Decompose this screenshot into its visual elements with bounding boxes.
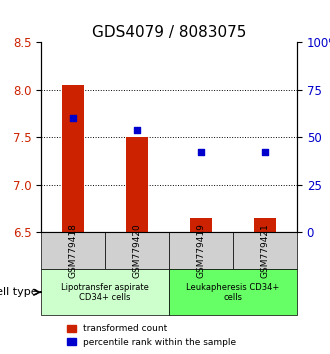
FancyBboxPatch shape bbox=[169, 269, 297, 315]
FancyBboxPatch shape bbox=[169, 232, 233, 269]
Point bbox=[71, 115, 76, 121]
Point bbox=[262, 149, 268, 154]
FancyBboxPatch shape bbox=[41, 269, 169, 315]
FancyBboxPatch shape bbox=[41, 232, 105, 269]
Point bbox=[135, 127, 140, 132]
Legend: transformed count, percentile rank within the sample: transformed count, percentile rank withi… bbox=[64, 321, 239, 349]
Point bbox=[198, 149, 204, 154]
Text: GSM779418: GSM779418 bbox=[69, 223, 78, 278]
Bar bbox=[190, 218, 212, 232]
Text: Leukapheresis CD34+
cells: Leukapheresis CD34+ cells bbox=[186, 282, 280, 302]
Text: cell type: cell type bbox=[0, 287, 38, 297]
Bar bbox=[62, 85, 84, 232]
FancyBboxPatch shape bbox=[233, 232, 297, 269]
Title: GDS4079 / 8083075: GDS4079 / 8083075 bbox=[92, 25, 246, 40]
Bar bbox=[126, 137, 148, 232]
Text: Lipotransfer aspirate
CD34+ cells: Lipotransfer aspirate CD34+ cells bbox=[61, 282, 149, 302]
Text: GSM779419: GSM779419 bbox=[197, 223, 206, 278]
Text: GSM779420: GSM779420 bbox=[133, 223, 142, 278]
Text: GSM779421: GSM779421 bbox=[260, 223, 270, 278]
Bar bbox=[254, 218, 276, 232]
FancyBboxPatch shape bbox=[105, 232, 169, 269]
